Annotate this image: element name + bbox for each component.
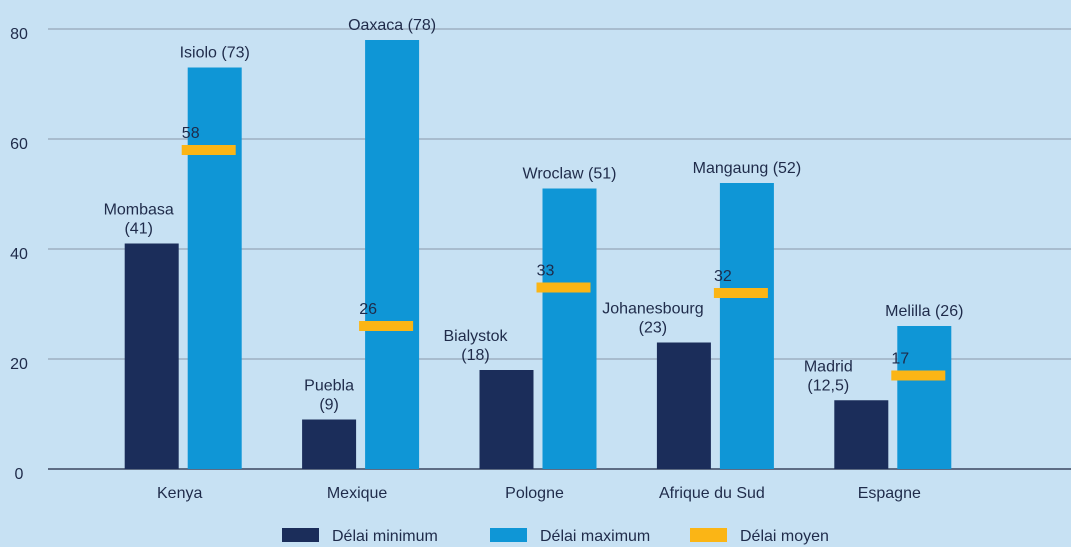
legend-swatch bbox=[490, 528, 527, 542]
x-tick-label: Espagne bbox=[858, 485, 921, 502]
bar bbox=[124, 243, 179, 469]
y-tick-label: 0 bbox=[15, 466, 24, 483]
x-tick-label: Afrique du Sud bbox=[659, 485, 765, 502]
value-label: 58 bbox=[182, 125, 200, 142]
average-marker bbox=[713, 288, 768, 298]
bar bbox=[479, 370, 534, 469]
value-label: 33 bbox=[537, 263, 555, 280]
x-tick-label: Mexique bbox=[327, 485, 388, 502]
bar bbox=[834, 400, 889, 469]
bar bbox=[365, 40, 420, 469]
value-label: Mangaung (52) bbox=[693, 160, 802, 177]
average-marker bbox=[359, 321, 414, 331]
bar bbox=[656, 342, 711, 469]
value-label: Isiolo (73) bbox=[180, 45, 250, 62]
x-tick-label: Pologne bbox=[505, 485, 564, 502]
value-label: 17 bbox=[891, 351, 909, 368]
legend-label: Délai minimum bbox=[332, 528, 438, 545]
x-tick-label: Kenya bbox=[157, 485, 202, 502]
y-tick-label: 20 bbox=[10, 356, 28, 373]
value-label: Melilla (26) bbox=[885, 303, 963, 320]
value-label: 26 bbox=[359, 301, 377, 318]
value-label: Mombasa (41) bbox=[104, 202, 174, 238]
bar bbox=[187, 67, 242, 469]
value-label: Puebla (9) bbox=[304, 378, 354, 414]
bar bbox=[897, 326, 952, 469]
bar bbox=[719, 183, 774, 469]
bar bbox=[302, 419, 357, 469]
value-label: Oaxaca (78) bbox=[348, 17, 436, 34]
value-label: Bialystok (18) bbox=[443, 328, 508, 364]
value-label: Madrid (12,5) bbox=[804, 358, 853, 394]
legend-label: Délai maximum bbox=[540, 528, 650, 545]
bar bbox=[542, 188, 597, 469]
average-marker bbox=[891, 370, 946, 381]
legend-label: Délai moyen bbox=[740, 528, 829, 545]
average-marker bbox=[181, 145, 236, 155]
legend-swatch bbox=[282, 528, 319, 542]
y-tick-label: 60 bbox=[10, 136, 28, 153]
y-tick-label: 40 bbox=[10, 246, 28, 263]
legend-swatch bbox=[690, 528, 727, 542]
average-marker bbox=[536, 282, 591, 293]
value-label: Wroclaw (51) bbox=[523, 166, 617, 183]
y-tick-label: 80 bbox=[10, 26, 28, 43]
value-label: 32 bbox=[714, 268, 732, 285]
value-label: Johanesbourg (23) bbox=[602, 301, 703, 337]
